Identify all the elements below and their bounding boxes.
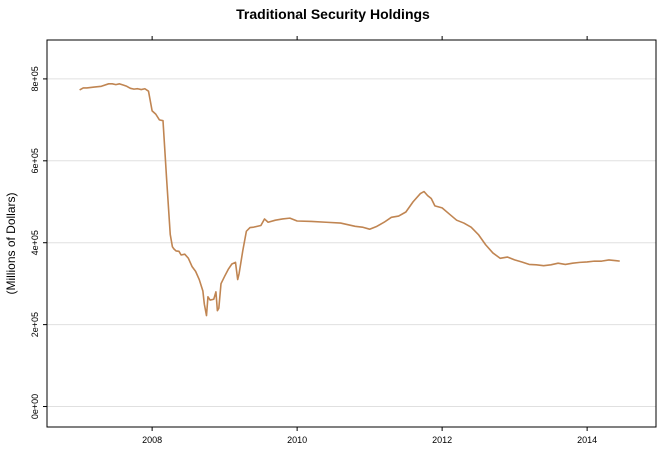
x-tick-label: 2008 xyxy=(142,435,162,445)
grid-lines xyxy=(47,78,656,408)
y-axis: 0e+00 2e+05 4e+05 6e+05 8e+05 xyxy=(30,66,47,419)
y-tick-label: 8e+05 xyxy=(30,66,40,91)
plot-frame xyxy=(46,39,657,428)
y-tick-label: 4e+05 xyxy=(30,230,40,255)
chart-title: Traditional Security Holdings xyxy=(236,6,430,22)
y-axis-label: (Millions of Dollars) xyxy=(4,192,18,294)
y-tick-label: 2e+05 xyxy=(30,312,40,337)
series-group xyxy=(79,83,620,317)
x-tick-label: 2010 xyxy=(287,435,307,445)
series-line xyxy=(79,83,620,317)
x-tick-label: 2012 xyxy=(432,435,452,445)
x-axis: 2008 2010 2012 2014 xyxy=(142,36,597,445)
y-tick-label: 0e+00 xyxy=(30,394,40,419)
y-tick-label: 6e+05 xyxy=(30,148,40,173)
x-tick-label: 2014 xyxy=(577,435,597,445)
